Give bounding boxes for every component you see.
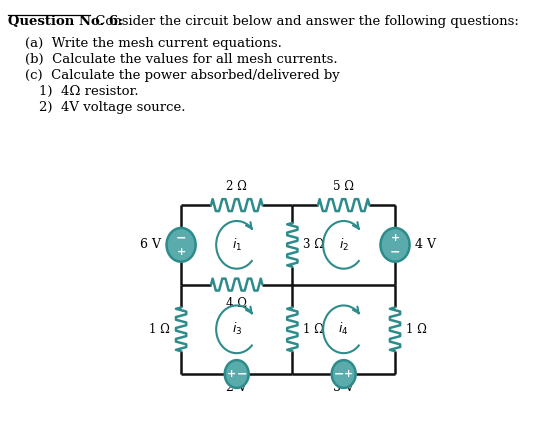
Text: 1 Ω: 1 Ω [149, 323, 170, 336]
Text: $i_3$: $i_3$ [232, 321, 242, 337]
Text: $i_4$: $i_4$ [339, 321, 349, 337]
Text: (b)  Calculate the values for all mesh currents.: (b) Calculate the values for all mesh cu… [26, 53, 338, 66]
Text: 2 V: 2 V [226, 381, 247, 394]
Text: (a)  Write the mesh current equations.: (a) Write the mesh current equations. [26, 37, 282, 50]
Circle shape [380, 228, 409, 262]
Text: Consider the circuit below and answer the following questions:: Consider the circuit below and answer th… [91, 15, 519, 28]
Text: 4 V: 4 V [415, 238, 436, 251]
Text: 3 Ω: 3 Ω [304, 238, 325, 251]
Text: +: + [227, 369, 236, 379]
Text: −: − [176, 231, 187, 244]
Text: 1 Ω: 1 Ω [304, 323, 324, 336]
Text: −: − [334, 368, 344, 381]
Text: Question No. 6:: Question No. 6: [8, 15, 123, 28]
Circle shape [167, 228, 196, 262]
Text: −: − [237, 368, 247, 381]
Circle shape [224, 360, 248, 388]
Text: 2 Ω: 2 Ω [226, 180, 247, 193]
Text: 1 Ω: 1 Ω [406, 323, 427, 336]
Text: +: + [344, 369, 353, 379]
Text: 1)  4Ω resistor.: 1) 4Ω resistor. [39, 85, 139, 98]
Text: 3 V: 3 V [333, 381, 354, 394]
Text: $i_1$: $i_1$ [232, 237, 242, 253]
Text: 4 Ω: 4 Ω [226, 297, 247, 309]
Text: (c)  Calculate the power absorbed/delivered by: (c) Calculate the power absorbed/deliver… [26, 69, 340, 82]
Text: 2)  4V voltage source.: 2) 4V voltage source. [39, 101, 185, 114]
Circle shape [332, 360, 356, 388]
Text: +: + [177, 247, 185, 257]
Text: 6 V: 6 V [140, 238, 162, 251]
Text: +: + [390, 233, 400, 243]
Text: $i_2$: $i_2$ [339, 237, 349, 253]
Text: 5 Ω: 5 Ω [333, 180, 354, 193]
Text: −: − [390, 245, 400, 259]
